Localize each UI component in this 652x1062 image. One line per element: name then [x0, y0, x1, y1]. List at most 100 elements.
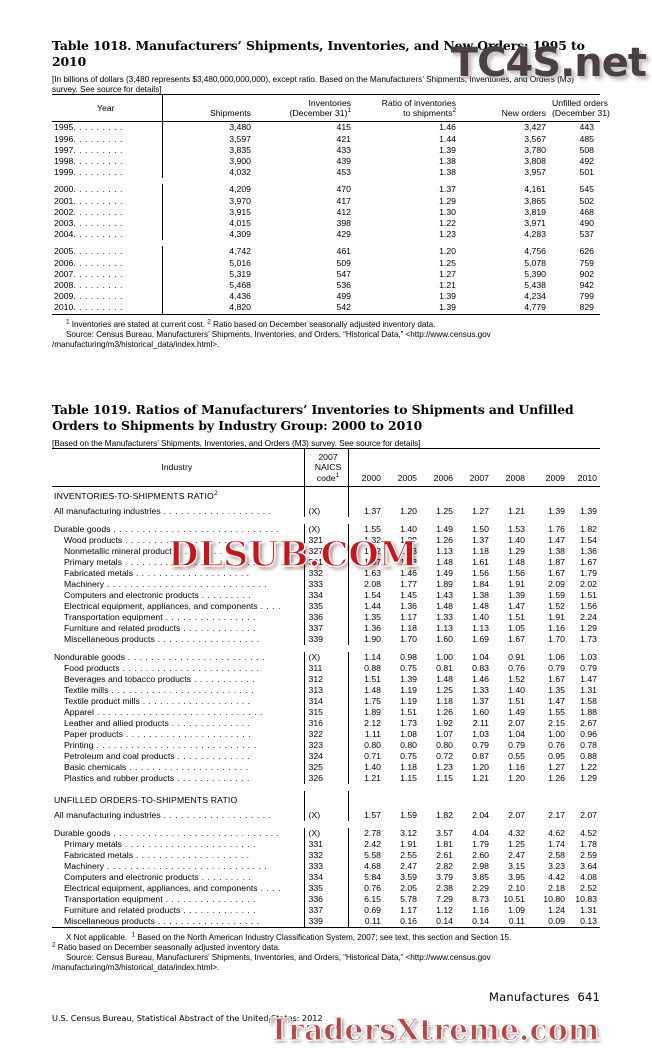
cell-naics: 337 [304, 622, 349, 634]
cell-value-2000: 1.11 [364, 728, 381, 739]
cell-unfilled: 490 [579, 218, 595, 229]
cell-unfilled: 545 [579, 184, 595, 195]
cell-value-2009: 1.55 [548, 706, 565, 717]
col-header-inventories-line2: (December 31)1 [289, 107, 352, 119]
cell-value-2000: 1.44 [364, 600, 381, 611]
cell-ratio: 1.22 [439, 218, 456, 229]
row-industry: Plastics and rubber products . . . . . .… [52, 772, 305, 784]
cell-value-2009: 0.79 [548, 662, 565, 673]
cell-value-2008: 1.39 [508, 589, 525, 600]
cell-value-2010: 1.29 [580, 622, 597, 633]
cell-naics: 322 [304, 728, 349, 740]
cell-value-2006: 1.18 [436, 695, 453, 706]
table-1019-header: Industry 2007 NAICS code1 2000 2005 2006… [52, 448, 600, 487]
cell-value-2008: 1.05 [508, 622, 525, 633]
cell-unfilled: 759 [579, 257, 595, 268]
cell-value-2008: 0.79 [508, 739, 525, 750]
cell-inventories: 433 [336, 144, 352, 155]
cell-shipments: 4,015 [229, 218, 251, 229]
cell-value-2008: 1.16 [508, 761, 525, 772]
col-header-inventories: Inventories (December 31)1 [257, 93, 357, 122]
col-header-naics-line3: code1 [316, 471, 340, 483]
cell-inventories: 536 [336, 280, 352, 291]
cell-value-2005: 3.12 [400, 827, 417, 838]
cell-value-2005: 5.78 [400, 893, 417, 904]
cell-value-2009: 1.74 [548, 838, 565, 849]
cell-value-2010: 2.07 [580, 809, 597, 820]
cell-value-2009: 1.26 [548, 772, 565, 783]
table-row: Machinery . . . . . . . . . . . . . . . … [52, 860, 600, 872]
table-row: Electrical equipment, appliances, and co… [52, 882, 600, 894]
cell-value-2009: 1.67 [548, 567, 565, 578]
cell-value-2009: 2.58 [548, 849, 565, 860]
cell-value-2008: 2.07 [508, 809, 525, 820]
cell-value-2008: 10.51 [503, 893, 525, 904]
cell-value-2006: 1.89 [436, 578, 453, 589]
cell-value-2008: 1.56 [508, 567, 525, 578]
row-industry: Machinery . . . . . . . . . . . . . . . … [52, 860, 305, 872]
cell-value-2005: 1.51 [400, 706, 417, 717]
row-industry: Primary metals . . . . . . . . . . . . .… [52, 556, 305, 568]
table-1019-source-cont: /manufacturing/m3/historical_data/index.… [52, 963, 220, 973]
row-year: 2008. . . . . . . . . [52, 280, 163, 292]
cell-value-2006: 2.82 [436, 860, 453, 871]
row-year: 2001. . . . . . . . . [52, 195, 163, 207]
cell-value-2009: 2.18 [548, 882, 565, 893]
cell-value-2008: 1.51 [508, 695, 525, 706]
table-1019-headnote: [Based on the Manufacturers’ Shipments, … [52, 438, 421, 449]
table-row: Primary metals . . . . . . . . . . . . .… [52, 838, 600, 850]
cell-value-2007: 3.85 [472, 871, 489, 882]
cell-value-2000: 2.12 [364, 717, 381, 728]
cell-naics: (X) [304, 827, 349, 839]
cell-naics: 314 [304, 695, 349, 707]
cell-value-2006: 2.61 [436, 849, 453, 860]
table-row: Durable goods . . . . . . . . . . . . . … [52, 523, 600, 535]
cell-value-2005: 1.91 [400, 838, 417, 849]
cell-unfilled: 799 [579, 291, 595, 302]
table-row: 2010. . . . . . . . . 4,820 542 1.39 4,779 82… [52, 302, 600, 315]
cell-value-2000: 0.71 [364, 750, 381, 761]
table-1019-header-row: Industry 2007 NAICS code1 2000 2005 2006… [52, 448, 600, 487]
cell-shipments: 4,436 [229, 291, 251, 302]
cell-value-2005: 0.75 [400, 662, 417, 673]
row-industry: Furniture and related products . . . . .… [52, 904, 305, 916]
cell-ratio: 1.39 [439, 291, 456, 302]
cell-value-2006: 1.81 [436, 838, 453, 849]
cell-value-2007: 1.40 [472, 611, 489, 622]
cell-value-2005: 1.39 [400, 673, 417, 684]
row-industry: Computers and electronic products . . . … [52, 589, 305, 601]
cell-unfilled: 492 [579, 156, 595, 167]
cell-value-2000: 1.36 [364, 622, 381, 633]
cell-unfilled: 508 [579, 144, 595, 155]
col-header-year-2010: 2010 [568, 448, 600, 487]
cell-shipments: 3,597 [229, 133, 251, 144]
table-row: Basic chemicals . . . . . . . . . . . . … [52, 761, 600, 773]
cell-value-2010: 1.31 [580, 904, 597, 915]
cell-value-2005: 1.15 [400, 772, 417, 783]
cell-value-2010: 1.22 [580, 761, 597, 772]
table-row: 2007. . . . . . . . . 5,319 547 1.27 5,390 90… [52, 268, 600, 281]
cell-value-2007: 2.98 [472, 860, 489, 871]
cell-value-2009: 1.00 [548, 728, 565, 739]
cell-value-2007: 2.11 [472, 717, 489, 728]
cell-value-2009: 1.06 [548, 651, 565, 662]
cell-value-2008: 3.15 [508, 860, 525, 871]
row-year: 1997. . . . . . . . . [52, 144, 163, 157]
cell-value-2008: 1.04 [508, 728, 525, 739]
col-header-ratio-line2: to shipments2 [403, 107, 456, 119]
cell-value-2008: 1.91 [508, 578, 525, 589]
cell-value-2007: 1.18 [472, 545, 489, 556]
row-industry: Paper products . . . . . . . . . . . . .… [52, 728, 305, 740]
cell-unfilled: 502 [579, 195, 595, 206]
cell-value-2006: 0.14 [436, 915, 453, 926]
cell-value-2009: 1.47 [548, 695, 565, 706]
cell-value-2007: 1.56 [472, 567, 489, 578]
cell-value-2006: 1.15 [436, 772, 453, 783]
cell-value-2008: 1.25 [508, 838, 525, 849]
cell-value-2005: 1.59 [400, 809, 417, 820]
cell-value-2007: 0.83 [472, 662, 489, 673]
cell-naics: 339 [304, 915, 349, 928]
table-row: Electrical equipment, appliances, and co… [52, 600, 600, 612]
cell-naics: 334 [304, 589, 349, 601]
row-industry: Primary metals . . . . . . . . . . . . .… [52, 838, 305, 850]
